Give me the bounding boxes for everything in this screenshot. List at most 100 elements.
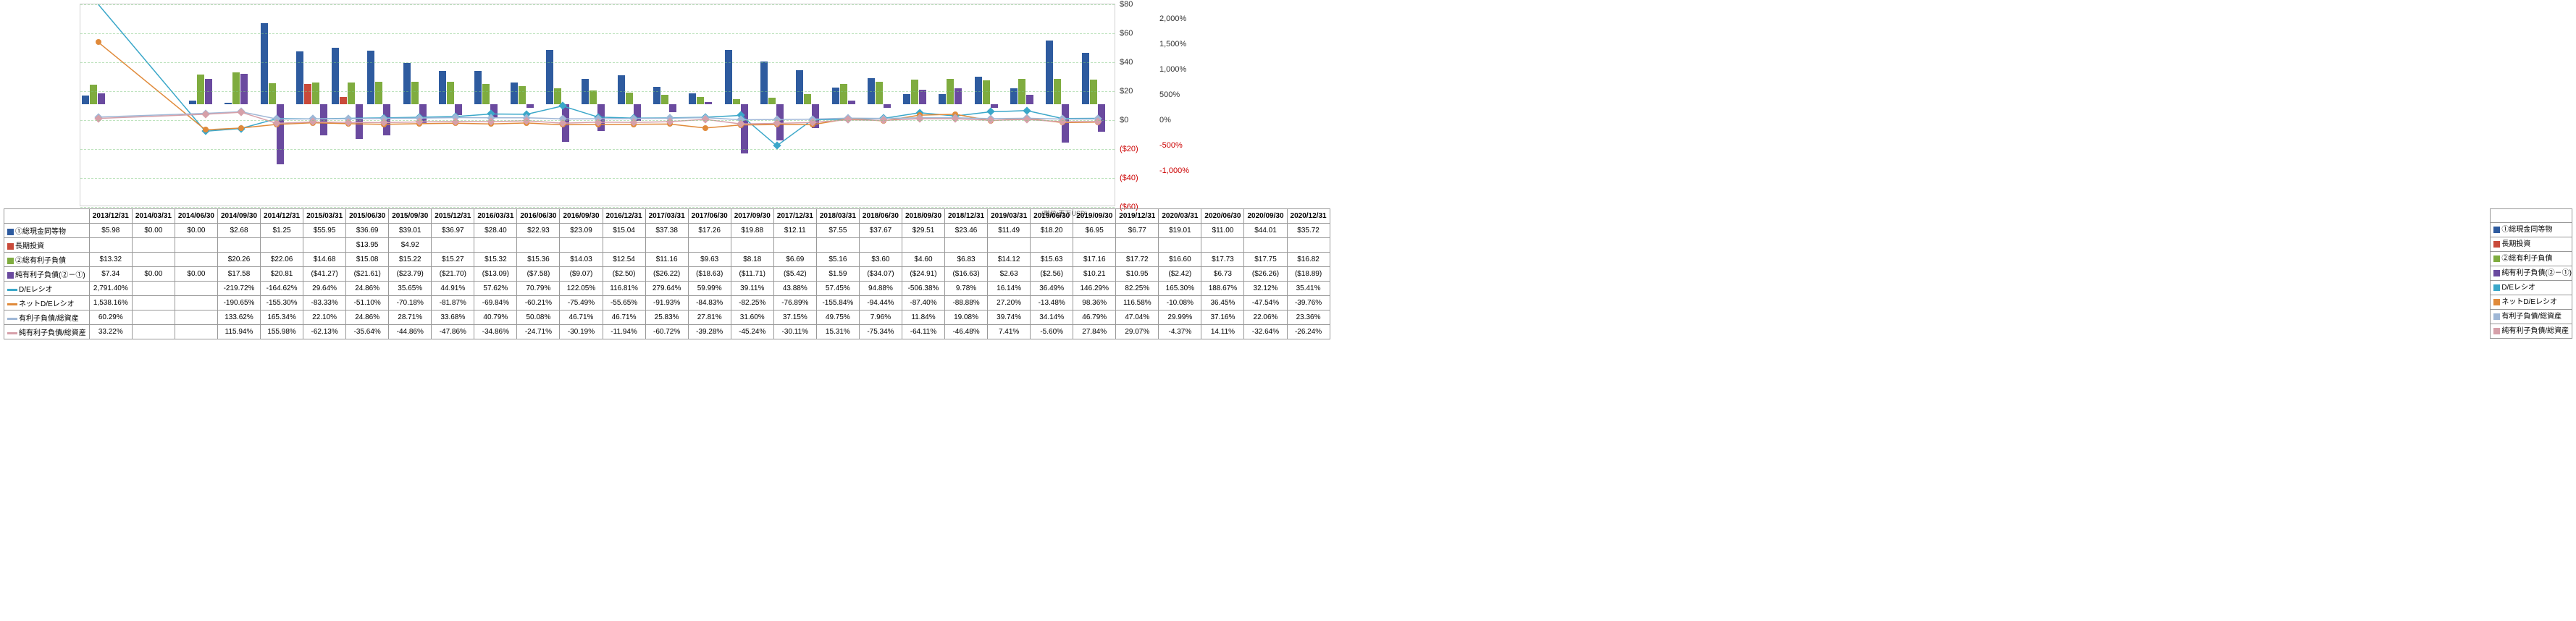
bar-cash [439,71,446,104]
cell: -35.64% [346,325,389,339]
cell: -70.18% [389,296,432,310]
cell: -39.76% [1287,296,1330,310]
cell: $11.16 [645,253,688,267]
cell [175,310,217,325]
cell: 14.11% [1201,325,1244,339]
cell: 46.71% [603,310,645,325]
legend-item: ①総現金同等物 [2490,223,2572,237]
cell: 116.81% [603,282,645,296]
cell: -10.08% [1159,296,1201,310]
cell: $17.73 [1201,253,1244,267]
cell [816,238,859,253]
bar-cash [261,23,268,104]
bar-debt [661,95,668,104]
bar-cash [689,93,696,104]
bar-debt [840,84,847,104]
cell: 31.60% [731,310,773,325]
legend-item: ネットD/Eレシオ [2490,295,2572,310]
cell: $7.55 [816,224,859,238]
cell: ($26.26) [1244,267,1287,282]
cell: -30.19% [560,325,603,339]
cell: 27.81% [688,310,731,325]
cell: $28.40 [474,224,517,238]
col-header: 2020/09/30 [1244,209,1287,224]
cell: 34.14% [1031,310,1073,325]
cell [902,238,944,253]
cell: -155.84% [816,296,859,310]
cell: $36.69 [346,224,389,238]
cell: $36.97 [432,224,474,238]
cell: 188.67% [1201,282,1244,296]
bar-cash [903,94,910,104]
col-header: 2015/06/30 [346,209,389,224]
cell: 35.41% [1287,282,1330,296]
cell: 39.11% [731,282,773,296]
cell: 165.30% [1159,282,1201,296]
cell [175,325,217,339]
col-header: 2014/12/31 [261,209,303,224]
cell: 11.84% [902,310,944,325]
cell: ($11.71) [731,267,773,282]
bar-debt [312,83,319,104]
row-header: ①総現金同等物 [4,224,90,238]
col-header: 2016/09/30 [560,209,603,224]
bar-cash [82,96,89,104]
col-header: 2017/12/31 [773,209,816,224]
bar-cash [403,63,411,104]
cell: -45.24% [731,325,773,339]
cell: 16.14% [988,282,1031,296]
col-header: 2015/03/31 [303,209,346,224]
bar-cash [189,101,196,104]
cell: $20.81 [261,267,303,282]
cell: $0.00 [132,224,175,238]
cell: -88.88% [945,296,988,310]
legend-item: 長期投資 [2490,237,2572,252]
cell [731,238,773,253]
marker-netde [96,39,101,45]
cell [474,238,517,253]
cell: -26.24% [1287,325,1330,339]
cell: $14.12 [988,253,1031,267]
bar-debt [768,98,776,104]
cell: ($7.58) [517,267,560,282]
cell [432,238,474,253]
bar-cash [725,50,732,104]
bar-inv [304,84,311,104]
col-header: 2020/06/30 [1201,209,1244,224]
cell: $4.60 [902,253,944,267]
bar-cash [1046,41,1053,104]
col-header: 2017/03/31 [645,209,688,224]
col-header: 2017/09/30 [731,209,773,224]
col-header: 2014/03/31 [132,209,175,224]
cell: ($2.50) [603,267,645,282]
cell: $17.72 [1116,253,1159,267]
cell: -13.48% [1031,296,1073,310]
cell: $0.00 [175,267,217,282]
cell: $11.49 [988,224,1031,238]
legend: ①総現金同等物長期投資②総有利子負債純有利子負債(②－①)D/EレシオネットD/… [2490,208,2572,339]
cell: $3.60 [859,253,902,267]
cell: 1,538.16% [89,296,132,310]
cell: $6.95 [1073,224,1116,238]
bar-layer [80,4,1115,206]
legend-item: ②総有利子負債 [2490,252,2572,266]
bar-debt [411,82,419,104]
cell: 33.68% [432,310,474,325]
bar-cash [332,48,339,104]
cell: ($21.70) [432,267,474,282]
cell: 22.10% [303,310,346,325]
cell [261,238,303,253]
cell [560,238,603,253]
cell: -34.86% [474,325,517,339]
cell: 57.45% [816,282,859,296]
bar-debt [733,99,740,104]
legend-item: D/Eレシオ [2490,281,2572,295]
cell: 155.98% [261,325,303,339]
cell: $19.01 [1159,224,1201,238]
cell [645,238,688,253]
cell: -81.87% [432,296,474,310]
cell: ($16.63) [945,267,988,282]
bar-net [356,104,363,139]
bar-debt [590,90,597,104]
cell [132,310,175,325]
